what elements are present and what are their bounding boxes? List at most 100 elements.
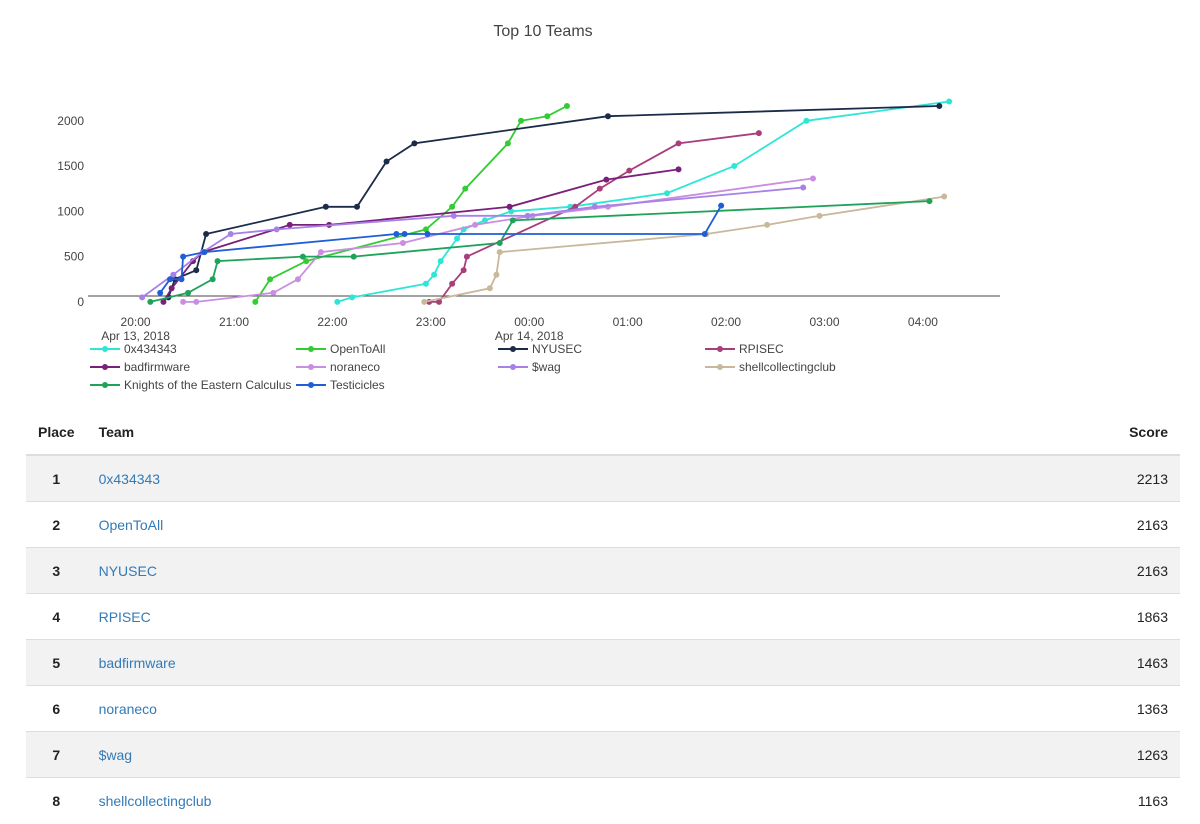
legend-item[interactable]: RPISEC — [705, 340, 784, 358]
legend-label: OpenToAll — [330, 342, 386, 356]
place-cell: 6 — [26, 685, 87, 732]
y-tick-label: 2000 — [57, 114, 84, 128]
x-tick-label: 23:00 — [416, 315, 446, 329]
data-point — [227, 230, 234, 237]
data-point — [270, 289, 277, 296]
y-tick-label: 0 — [77, 295, 84, 309]
y-axis: 0 500 1000 1500 2000 — [57, 114, 84, 309]
legend-item[interactable]: 0x434343 — [90, 340, 177, 358]
data-point — [294, 276, 301, 283]
data-point — [209, 276, 216, 283]
team-cell: shellcollectingclub — [86, 777, 836, 823]
y-tick-label: 500 — [64, 250, 84, 264]
data-point — [421, 298, 428, 305]
series-line — [141, 186, 804, 299]
y-tick-label: 1000 — [57, 204, 84, 218]
data-point — [764, 221, 771, 228]
legend-label: RPISEC — [739, 342, 784, 356]
legend-item[interactable]: shellcollectingclub — [705, 358, 836, 376]
data-point — [718, 202, 725, 209]
data-point — [193, 267, 200, 274]
legend-label: $wag — [532, 360, 561, 374]
series-1 — [252, 102, 570, 305]
data-point — [604, 113, 611, 120]
team-cell: $wag — [86, 731, 836, 778]
team-link[interactable]: shellcollectingclub — [98, 792, 212, 809]
data-point — [157, 289, 164, 296]
team-link[interactable]: RPISEC — [98, 608, 151, 625]
data-point — [349, 294, 356, 301]
data-point — [626, 167, 633, 174]
data-point — [946, 98, 953, 105]
data-point — [422, 280, 429, 287]
data-point — [496, 249, 503, 256]
legend-item[interactable]: Testicicles — [296, 376, 385, 394]
team-link[interactable]: NYUSEC — [98, 562, 157, 579]
data-point — [147, 298, 154, 305]
table-row: 4 RPISEC 1863 — [26, 593, 1180, 640]
team-link[interactable]: $wag — [98, 746, 133, 763]
x-tick-label: 22:00 — [317, 315, 347, 329]
data-point — [816, 212, 823, 219]
data-point — [731, 163, 738, 170]
score-cell: 2163 — [835, 547, 1180, 594]
data-point — [201, 249, 208, 256]
data-point — [411, 140, 418, 147]
scoreboard-table: Place Team Score 1 0x434343 2213 2 OpenToAll… — [26, 410, 1180, 823]
data-point — [286, 221, 293, 228]
team-link[interactable]: badfirmware — [98, 654, 176, 671]
data-point — [936, 102, 943, 109]
series-layer — [139, 98, 953, 305]
score-header: Score — [835, 410, 1180, 456]
legend-item[interactable]: $wag — [498, 358, 561, 376]
data-point — [596, 185, 603, 192]
data-point — [472, 221, 479, 228]
score-cell: 1163 — [835, 777, 1180, 823]
table-row: 7 $wag 1263 — [26, 731, 1180, 778]
data-point — [463, 253, 470, 260]
series-8 — [147, 198, 933, 305]
series-line — [183, 177, 814, 303]
x-tick-label: 04:00 — [908, 315, 938, 329]
data-point — [170, 271, 177, 278]
data-point — [803, 117, 810, 124]
legend-swatch — [296, 382, 326, 388]
x-tick-label: 01:00 — [613, 315, 643, 329]
data-point — [317, 249, 324, 256]
legend-label: Knights of the Eastern Calculus — [124, 378, 292, 392]
series-2 — [165, 102, 943, 301]
team-link[interactable]: OpenToAll — [98, 516, 164, 533]
y-tick-label: 1500 — [57, 159, 84, 173]
x-tick-label: 03:00 — [809, 315, 839, 329]
data-point — [603, 176, 610, 183]
data-point — [591, 203, 598, 210]
legend-swatch — [498, 364, 528, 370]
data-point — [755, 130, 762, 137]
series-line — [159, 205, 722, 294]
legend-item[interactable]: badfirmware — [90, 358, 190, 376]
data-point — [399, 240, 406, 247]
team-link[interactable]: noraneco — [98, 700, 157, 717]
team-link[interactable]: 0x434343 — [98, 470, 161, 487]
team-cell: 0x434343 — [86, 454, 836, 502]
data-point — [252, 298, 259, 305]
x-tick-sublabel: Apr 14, 2018 — [495, 329, 564, 343]
legend-label: noraneco — [330, 360, 381, 374]
data-point — [454, 235, 461, 242]
score-cell: 1863 — [835, 593, 1180, 640]
data-point — [203, 230, 210, 237]
data-point — [160, 298, 167, 305]
legend-item[interactable]: noraneco — [296, 358, 380, 376]
data-point — [810, 175, 817, 182]
series-9 — [157, 202, 725, 296]
data-point — [139, 294, 146, 301]
team-cell: NYUSEC — [86, 547, 836, 594]
legend-item[interactable]: NYUSEC — [498, 340, 582, 358]
data-point — [800, 184, 807, 191]
legend-item[interactable]: OpenToAll — [296, 340, 385, 358]
data-point — [185, 289, 192, 296]
legend-item[interactable]: Knights of the Eastern Calculus — [90, 376, 291, 394]
data-point — [303, 258, 310, 265]
